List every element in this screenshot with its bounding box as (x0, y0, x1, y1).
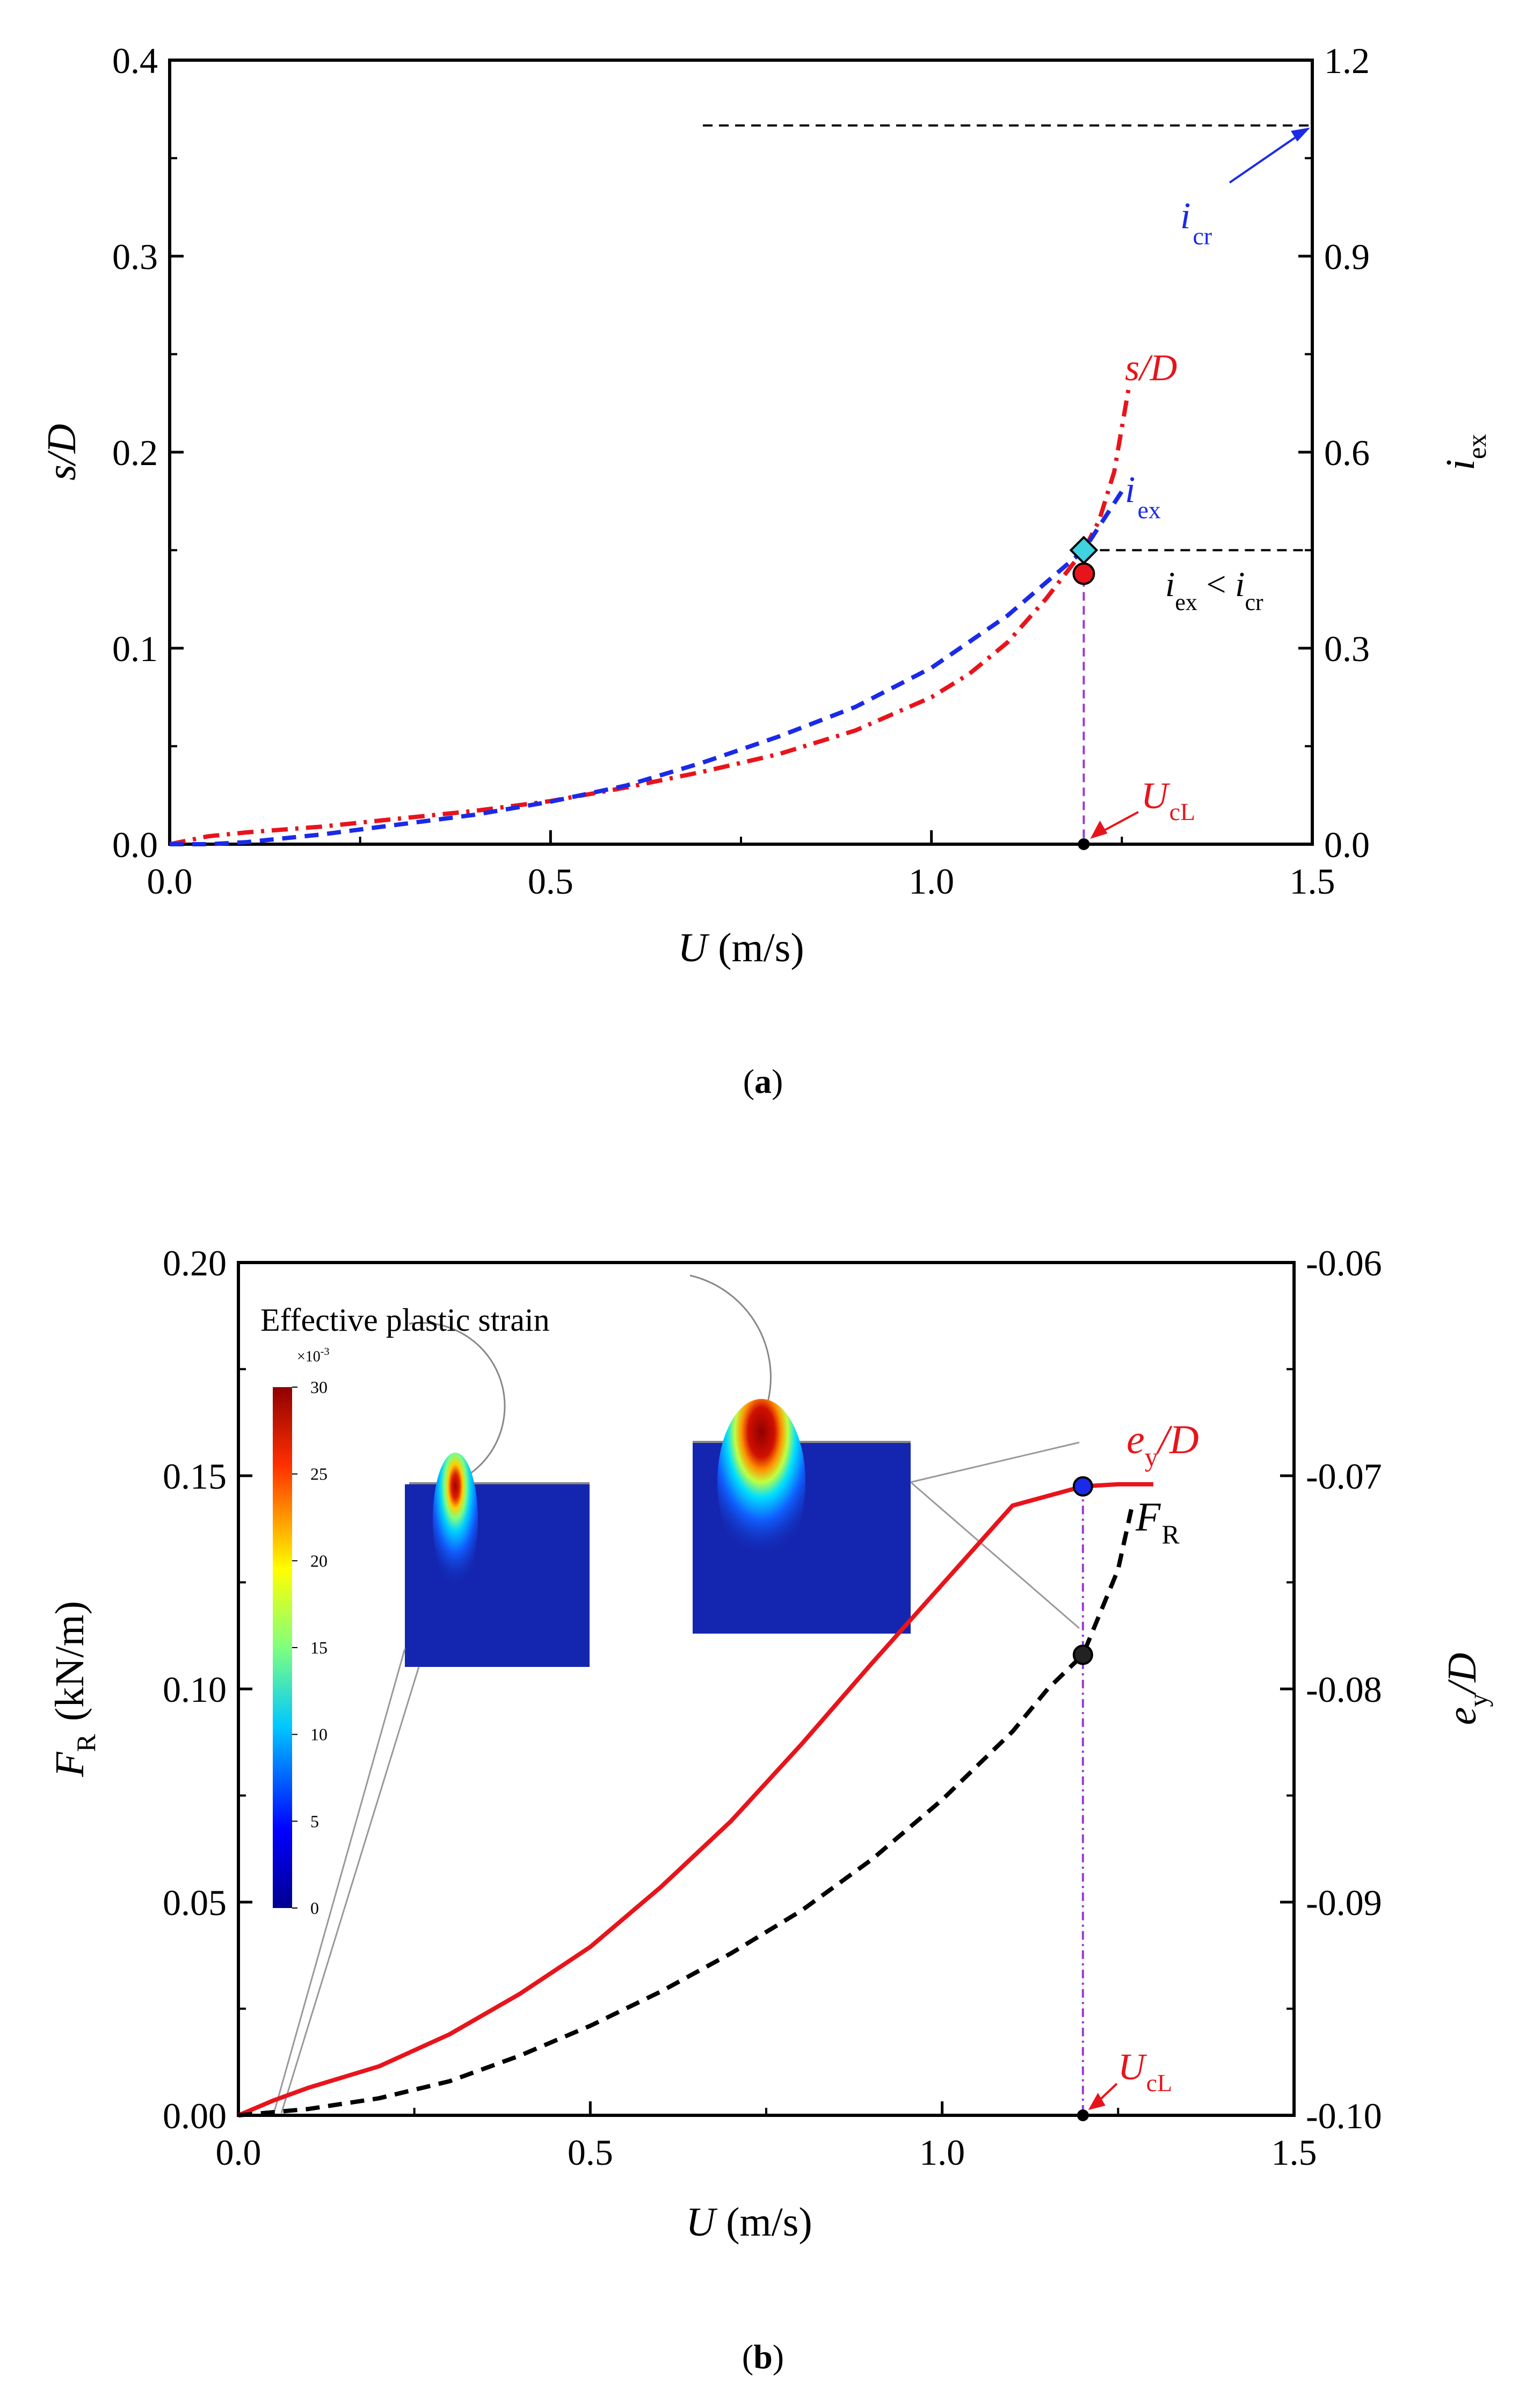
ucl-label-b: UcL (1118, 2047, 1172, 2097)
inset-small-leader-2 (273, 1648, 406, 2114)
inset-title: Effective plastic strain (260, 1302, 550, 1338)
panel-a-x-tick-label: 0.0 (147, 861, 193, 902)
panel-b-plot-frame (237, 1261, 1296, 2117)
panel-b-y-tick-label: 0.00 (163, 2095, 227, 2136)
i-ex-critical-marker (1069, 535, 1099, 565)
panel-b-x-axis-label: U (m/s) (686, 2200, 812, 2245)
panel-a-x-tick-label: 1.0 (909, 861, 954, 902)
panel-b-caption: (b) (742, 2338, 784, 2376)
panel-b-tick-labels: 0.0 0.5 1.0 1.5 0.00 0.05 0.10 0.15 0.20 -0.10 -0.… (163, 1243, 1382, 2173)
panel-b-y-axis-label: FR(kN/m) (47, 1601, 101, 1778)
panel-a-y-right-axis-label: iex (1438, 434, 1492, 470)
panel-b-y-right-tick-label: -0.06 (1306, 1243, 1382, 1283)
s-over-d-label: s/D (1125, 347, 1177, 389)
panel-a-x-tick-label: 1.5 (1290, 861, 1335, 902)
svg-text:ey/D: ey/D (1440, 1653, 1493, 1725)
panel-a-y-right-tick-label: 0.3 (1324, 628, 1370, 669)
colorbar: Effective plastic strain ×10-3 30 25 20 15 1… (260, 1302, 550, 1918)
ucl-point-a (1078, 838, 1090, 850)
colorbar-tick-label: 25 (310, 1464, 328, 1484)
colorbar-tick-label: 0 (310, 1898, 319, 1918)
panel-a-y-right-tick-label: 0.6 (1324, 432, 1370, 473)
panel-b-y-right-tick-label: -0.08 (1306, 1669, 1382, 1710)
f-r-label: FR (1135, 1495, 1180, 1549)
panel-a-y-right-tick-label: 1.2 (1324, 40, 1370, 81)
panel-a-series-i-ex (170, 490, 1124, 846)
panel-b-x-tick-label: 0.0 (216, 2132, 261, 2173)
panel-b-series-f-r (238, 1505, 1135, 2117)
inset-small-field (405, 1484, 590, 1667)
panel-b-series (237, 1482, 1153, 2117)
inset-large (689, 1274, 1080, 1634)
colorbar-tick-label: 20 (310, 1551, 328, 1570)
panel-a: 0.0 0.5 1.0 1.50.00.10.20.30.40.00.30.60.91… (39, 40, 1492, 1100)
panel-a-y-tick-label: 0.1 (112, 628, 158, 669)
panel-a-y-axis-label: s/D (39, 424, 84, 481)
panel-b-series-e-y-d (237, 1482, 1153, 2117)
panel-a-caption: (a) (743, 1062, 783, 1100)
inset-large-leader-2 (910, 1481, 1080, 1629)
panel-b-y-tick-label: 0.15 (163, 1456, 227, 1497)
i-ex-label: iex (1125, 469, 1161, 524)
panel-b-y-right-tick-label: -0.07 (1306, 1456, 1382, 1497)
panel-b-y-right-axis-label: ey/D (1440, 1653, 1493, 1725)
panel-b-x-tick-label: 1.0 (919, 2132, 965, 2173)
panel-a-x-tick-label: 0.5 (528, 861, 573, 902)
panel-a-tick-labels: 0.0 0.5 1.0 1.50.00.10.20.30.40.00.30.60.91… (112, 40, 1370, 902)
e-y-critical-marker (1072, 1476, 1093, 1497)
panel-b-overlay (1072, 1476, 1118, 2121)
inset-small-leader-1 (280, 1666, 420, 2114)
ucl-point-b (1077, 2109, 1089, 2121)
panel-a-y-tick-label: 0.0 (112, 824, 158, 865)
colorbar-tick-label: 15 (310, 1638, 328, 1657)
ucl-label-a: UcL (1141, 775, 1195, 825)
inset-large-leader-1 (910, 1441, 1080, 1483)
panel-a-x-axis-label: U (m/s) (678, 925, 804, 970)
panel-b-y-right-tick-label: -0.10 (1306, 2095, 1382, 2136)
panel-a-y-right-label-sub: ex (1462, 434, 1492, 459)
panel-a-series-s-d (169, 383, 1132, 846)
panel-b-x-tick-label: 1.5 (1271, 2132, 1317, 2173)
panel-b: 0.0 0.5 1.0 1.5 0.00 0.05 0.10 0.15 0.20 -0.10 -0.… (47, 1243, 1493, 2376)
panel-a-y-right-tick-label: 0.0 (1324, 824, 1370, 865)
panel-a-y-tick-label: 0.3 (112, 236, 158, 277)
panel-b-y-tick-label: 0.05 (163, 1882, 227, 1923)
ucl-arrowhead-a (1090, 821, 1108, 839)
svg-text:iex: iex (1438, 434, 1492, 470)
colorbar-tick-label: 30 (310, 1377, 328, 1397)
f-r-critical-marker (1072, 1644, 1093, 1665)
panel-a-y-right-label-main: i (1438, 459, 1483, 470)
panel-a-axis-ticks (168, 59, 1314, 846)
panel-a-series (169, 383, 1132, 846)
panel-b-axis-ticks (237, 1261, 1296, 2117)
panel-b-y-tick-label: 0.10 (163, 1669, 227, 1710)
colorbar-exponent: ×10-3 (297, 1346, 329, 1365)
i-cr-arrowhead (1291, 127, 1310, 142)
colorbar-tick-label: 5 (310, 1811, 319, 1831)
panel-b-y-tick-label: 0.20 (163, 1243, 227, 1283)
colorbar-gradient (273, 1387, 292, 1908)
panel-a-y-tick-label: 0.2 (112, 432, 158, 473)
panel-a-y-right-tick-label: 0.9 (1324, 236, 1370, 277)
panel-b-y-right-tick-label: -0.09 (1306, 1882, 1382, 1923)
i-cr-label: icr (1180, 195, 1212, 250)
inset-small (273, 1322, 590, 2114)
panel-a-y-tick-label: 0.4 (112, 40, 158, 81)
svg-text:FR(kN/m): FR(kN/m) (47, 1601, 101, 1778)
e-y-label: ey/D (1127, 1417, 1199, 1472)
colorbar-tick-label: 10 (310, 1725, 328, 1744)
inset-large-plume (717, 1399, 805, 1565)
s-over-d-critical-marker (1072, 562, 1095, 585)
inset-small-plume (433, 1453, 478, 1587)
inset-small-arc (409, 1322, 506, 1486)
panel-a-overlay (703, 124, 1312, 850)
colorbar-ticks: 30 25 20 15 10 5 0 (292, 1377, 328, 1918)
panel-a-plot-frame (168, 59, 1314, 846)
condition-label: iex < icr (1165, 565, 1263, 615)
ucl-arrowhead-b (1088, 2093, 1106, 2110)
panel-b-x-tick-label: 0.5 (568, 2132, 613, 2173)
